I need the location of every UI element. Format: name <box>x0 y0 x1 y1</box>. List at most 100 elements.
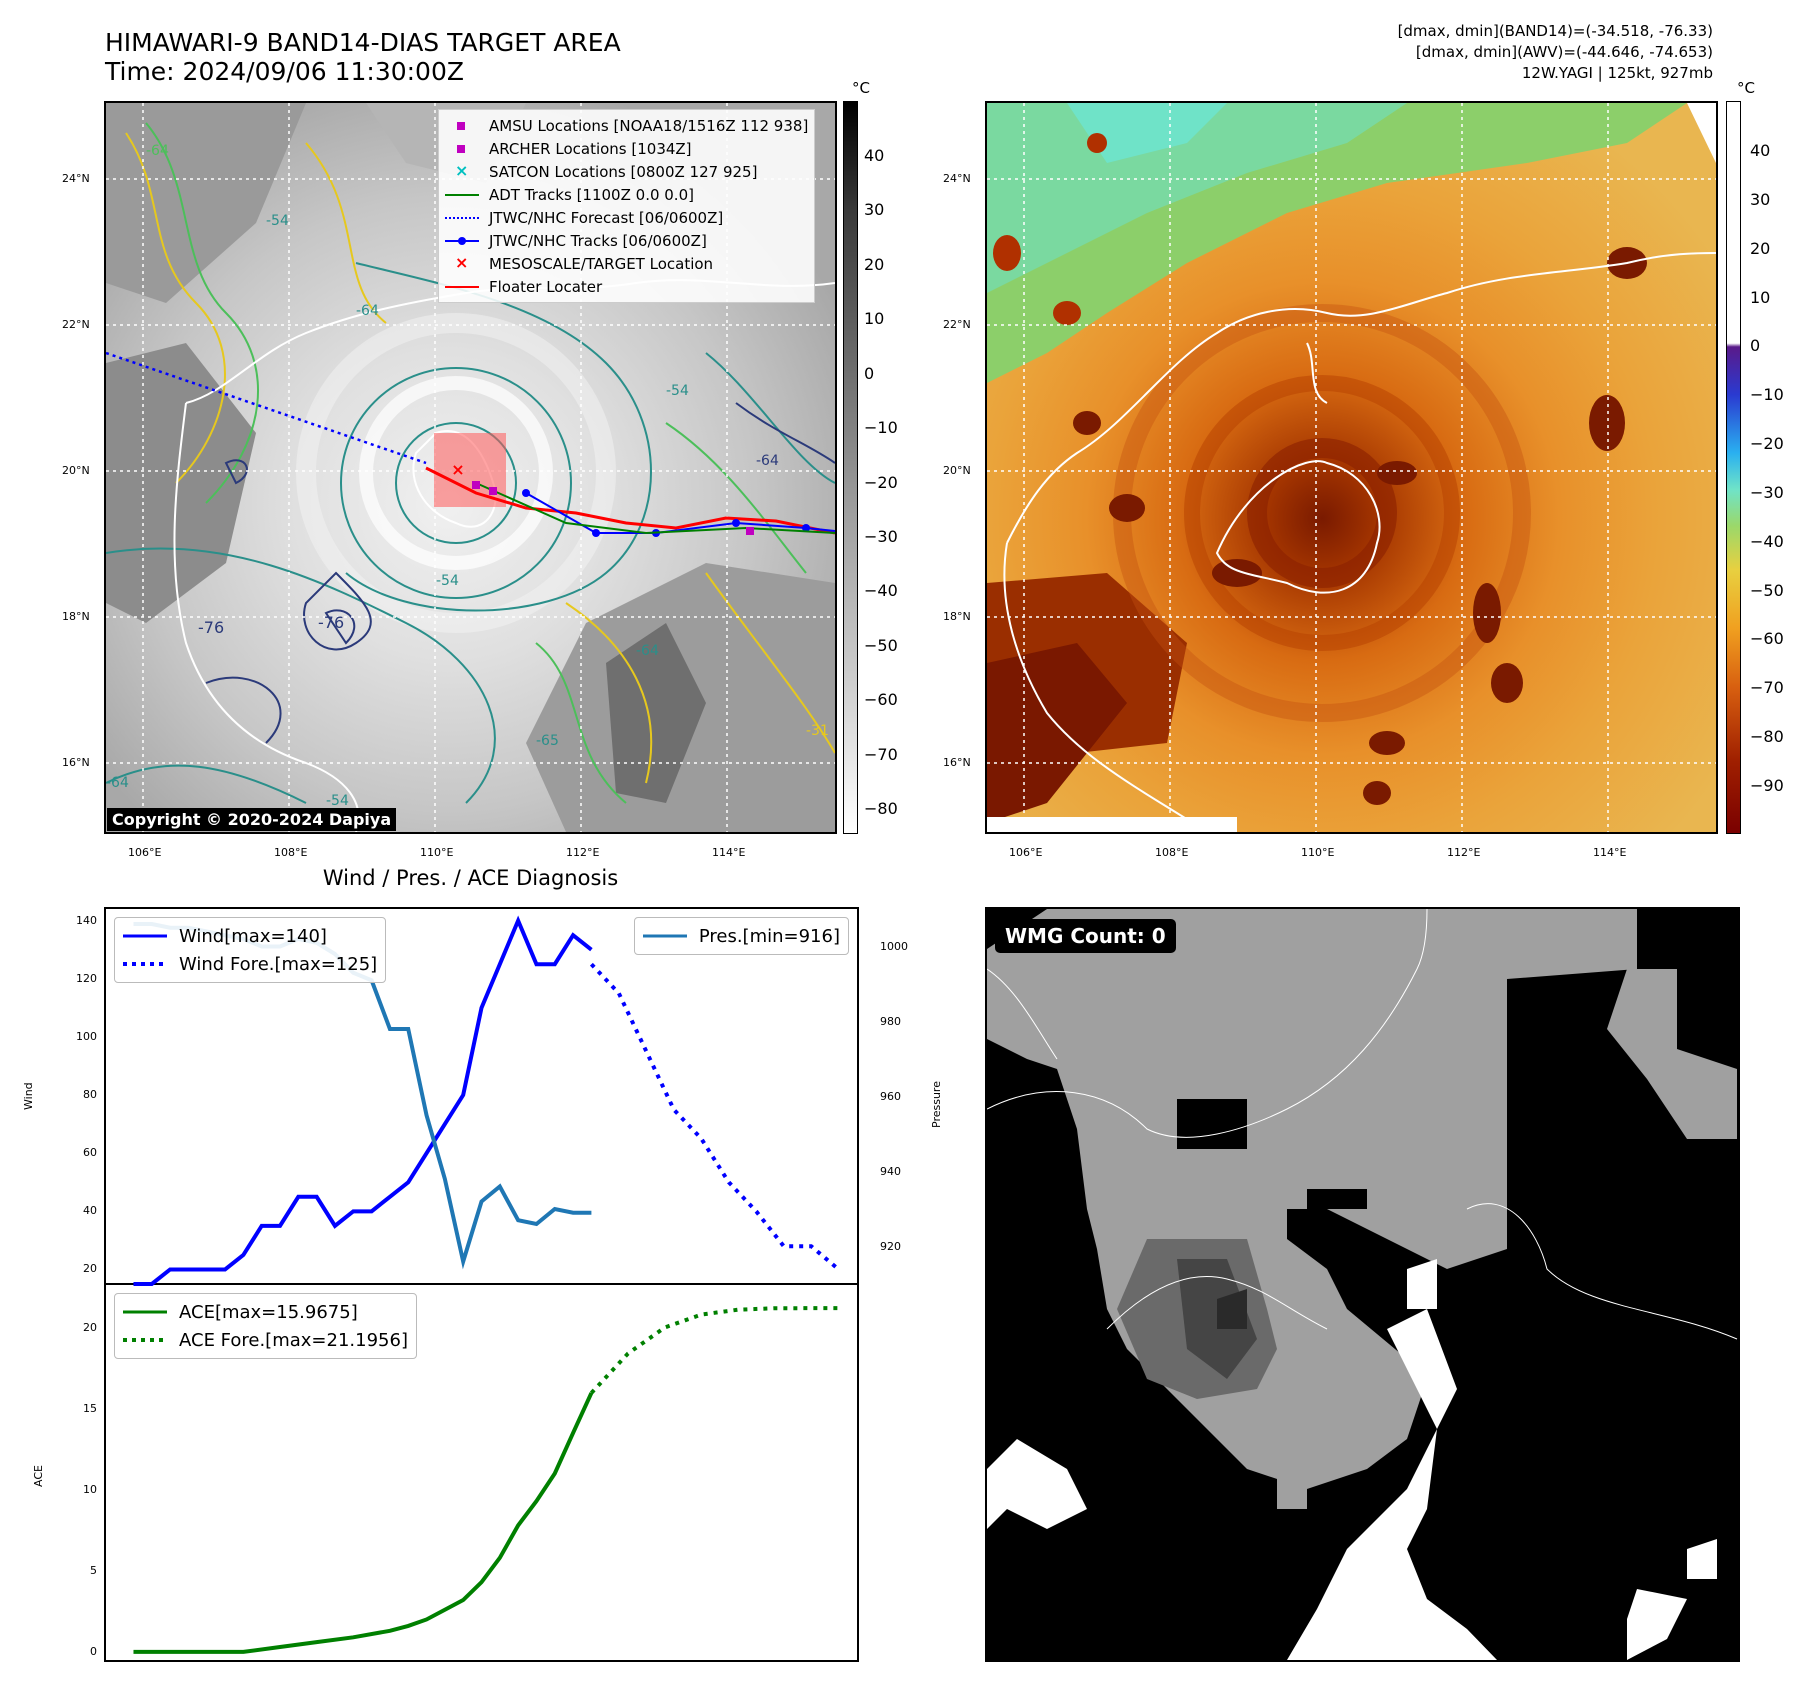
colorbar-tick: −70 <box>864 744 898 764</box>
lat-tick: 22°N <box>62 318 90 331</box>
colorbar-tick: 30 <box>1750 189 1771 209</box>
colorbar-tick: −10 <box>864 418 898 438</box>
contour-label: -64 <box>756 453 779 469</box>
contour-label: -31 <box>806 723 829 739</box>
legend-item-ace-forecast: ACE Fore.[max=21.1956] <box>123 1326 408 1354</box>
colorbar-tick: −50 <box>1750 580 1784 600</box>
ace-tick: 5 <box>90 1563 97 1577</box>
color-colorbar <box>1726 101 1741 834</box>
panel-wmg: WMG Count: 0 <box>985 907 1740 1662</box>
legend-item-target: × MESOSCALE/TARGET Location <box>455 252 714 273</box>
pressure-tick: 940 <box>880 1164 901 1178</box>
pressure-tick: 1000 <box>880 939 908 953</box>
wmg-canvas <box>987 909 1738 1660</box>
series-line-wind-forecast <box>589 962 840 1271</box>
contour-label: -64 <box>356 303 379 319</box>
stats-storm: 12W.YAGI | 125kt, 927mb <box>1521 64 1713 82</box>
legend-label: MESOSCALE/TARGET Location <box>489 254 714 273</box>
contour-label: -54 <box>436 573 459 589</box>
legend-item-tracks: JTWC/NHC Tracks [06/0600Z] <box>445 229 808 252</box>
color-map-canvas <box>987 103 1716 832</box>
colorbar-tick: 10 <box>1750 287 1771 307</box>
lon-tick: 112°E <box>1447 846 1481 859</box>
contour-label: -76 <box>198 618 225 637</box>
legend-label: Pres.[min=916] <box>698 925 840 947</box>
colorbar-tick: −80 <box>864 799 898 818</box>
pressure-tick: 980 <box>880 1014 901 1028</box>
legend-label: ACE[max=15.9675] <box>179 1301 358 1323</box>
colorbar-tick: −90 <box>1750 776 1784 795</box>
legend-item-pressure: Pres.[min=916] <box>642 922 840 950</box>
colorbar-tick: 40 <box>864 146 885 165</box>
colorbar-tick: 20 <box>1750 238 1771 258</box>
wind-legend: Wind[max=140] Wind Fore.[max=125] <box>114 917 387 983</box>
pressure-axis-label: Pressure <box>930 1081 943 1128</box>
panel-diagnosis: Wind[max=140] Wind Fore.[max=125] Pres.[… <box>104 907 859 1662</box>
colorbar-tick: −60 <box>1750 629 1784 649</box>
legend-label: JTWC/NHC Forecast [06/0600Z] <box>489 208 724 227</box>
legend-label: Wind Fore.[max=125] <box>179 953 378 975</box>
wind-tick: 140 <box>76 913 97 927</box>
colorbar-tick: −20 <box>864 472 898 492</box>
legend-item-adt: ADT Tracks [1100Z 0.0 0.0] <box>445 183 808 206</box>
colorbar-tick: 0 <box>1750 336 1761 356</box>
target-box <box>434 433 506 507</box>
legend-item-ace: ACE[max=15.9675] <box>123 1298 408 1326</box>
colorbar-tick: 0 <box>864 363 875 383</box>
contour-label: -54 <box>266 213 289 229</box>
lon-tick: 110°E <box>420 846 454 859</box>
wind-tick: 120 <box>76 971 97 985</box>
contour-label: -54 <box>666 383 689 399</box>
ace-tick: 0 <box>90 1644 97 1658</box>
ace-legend: ACE[max=15.9675] ACE Fore.[max=21.1956] <box>114 1293 417 1359</box>
lon-tick: 110°E <box>1301 846 1335 859</box>
map-legend: AMSU Locations [NOAA18/1516Z 112 938] AR… <box>438 109 816 303</box>
series-line-ace-forecast <box>589 1306 839 1395</box>
legend-item-floater: Floater Locater <box>445 275 808 298</box>
panel-grayscale-map: × -54 -64 -76 -76 -64 -54 -64 -54 -65 -3… <box>104 101 837 834</box>
series-line-wind <box>133 915 593 1286</box>
wind-tick: 100 <box>76 1029 97 1043</box>
ace-axis-label: ACE <box>32 1465 45 1487</box>
series-line-ace <box>133 1392 594 1654</box>
lon-tick: 112°E <box>566 846 600 859</box>
colorbar-tick: 20 <box>864 254 885 274</box>
contour-label: -54 <box>326 793 349 809</box>
lat-tick: 24°N <box>943 172 971 185</box>
colorbar-tick: −10 <box>1750 385 1784 405</box>
legend-item-wind-forecast: Wind Fore.[max=125] <box>123 950 377 978</box>
copyright-badge: Copyright © 2020-2024 Dapiya <box>107 808 397 831</box>
wind-tick: 40 <box>83 1204 97 1218</box>
legend-item-forecast: JTWC/NHC Forecast [06/0600Z] <box>445 206 808 229</box>
pressure-legend: Pres.[min=916] <box>633 917 849 955</box>
colorbar-tick: −80 <box>1750 727 1784 747</box>
contour-label: -64 <box>636 643 659 659</box>
colorbar-tick: −30 <box>864 526 898 546</box>
contour-label: -64 <box>106 775 129 791</box>
stats-band14: [dmax, dmin](BAND14)=(-34.518, -76.33) <box>1397 22 1713 40</box>
legend-label: Wind[max=140] <box>179 925 327 947</box>
pressure-tick: 920 <box>880 1239 901 1253</box>
legend-item-wind: Wind[max=140] <box>123 922 377 950</box>
colorbar-tick: −30 <box>1750 482 1784 502</box>
colorbar-tick: 10 <box>864 309 885 329</box>
legend-label: SATCON Locations [0800Z 127 925] <box>489 162 758 181</box>
lon-tick: 108°E <box>1155 846 1189 859</box>
colorbar-unit: °C <box>1737 79 1755 97</box>
colorbar-tick: −20 <box>1750 434 1784 454</box>
contour-label: -64 <box>146 143 169 159</box>
lat-tick: 22°N <box>943 318 971 331</box>
legend-label: ACE Fore.[max=21.1956] <box>179 1329 408 1351</box>
lon-tick: 114°E <box>712 846 746 859</box>
colorbar-tick: −70 <box>1750 678 1784 698</box>
legend-label: JTWC/NHC Tracks [06/0600Z] <box>489 231 707 250</box>
wind-tick: 80 <box>83 1088 97 1102</box>
legend-item-satcon: × SATCON Locations [0800Z 127 925] <box>455 160 758 181</box>
ace-tick: 10 <box>83 1482 97 1496</box>
lat-tick: 18°N <box>943 610 971 623</box>
lon-tick: 108°E <box>274 846 308 859</box>
ace-tick: 15 <box>83 1401 97 1415</box>
grayscale-colorbar <box>843 101 858 834</box>
lat-tick: 24°N <box>62 172 90 185</box>
colorbar-tick: 30 <box>864 200 885 220</box>
